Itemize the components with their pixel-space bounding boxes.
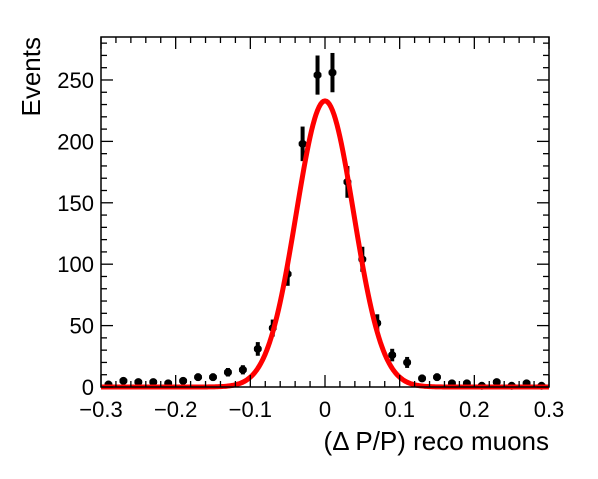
x-axis-label: (Δ P/P) reco muons [324,426,549,456]
data-point [238,365,247,375]
axis-layer: −0.3 −0.2 −0.1 0 0.1 0.2 0.3 0 50 100 150 200 250 [57,37,564,422]
data-point [298,126,307,162]
y-tick-label: 200 [57,129,94,154]
point-marker [298,139,307,148]
y-tick-label: 50 [70,314,94,339]
point-marker [194,373,203,382]
point-marker [388,351,397,360]
fit-layer [99,98,551,390]
x-tick-label: −0.3 [79,397,122,422]
point-marker [403,358,412,367]
data-point [223,368,232,377]
y-tick-label: 0 [82,375,94,400]
point-marker [418,374,427,383]
data-point [194,373,203,382]
point-marker [134,378,143,387]
data-point [403,356,412,368]
data-layer [104,52,546,390]
data-point [433,373,441,382]
x-tick-label: −0.1 [229,397,272,422]
data-point [149,378,158,387]
y-tick-label: 150 [57,191,94,216]
x-tick-label: 0.3 [534,397,565,422]
point-marker [223,368,232,377]
point-marker [209,373,217,382]
data-point [388,348,397,362]
data-point [492,378,501,387]
data-point [209,373,217,382]
data-point [253,342,262,356]
data-point [313,55,322,95]
y-axis-label: Events [16,37,46,117]
point-marker [253,344,262,353]
point-marker [149,378,158,387]
point-marker [313,71,322,80]
data-point [328,52,337,93]
point-marker [238,365,247,374]
x-tick-label: 0.1 [384,397,415,422]
data-point [179,376,188,385]
data-point [418,374,427,383]
point-marker [492,378,501,387]
point-marker [433,373,441,382]
point-marker [119,376,128,385]
x-tick-label: 0 [319,397,331,422]
point-marker [328,68,337,77]
data-point [134,378,143,387]
data-point [119,376,128,385]
point-marker [179,376,188,385]
gaussian-fit-curve [99,98,551,390]
y-tick-label: 100 [57,252,94,277]
x-tick-label: 0.2 [459,397,490,422]
x-tick-label: −0.2 [154,397,197,422]
plot-frame [100,36,550,388]
y-tick-label: 250 [57,68,94,93]
